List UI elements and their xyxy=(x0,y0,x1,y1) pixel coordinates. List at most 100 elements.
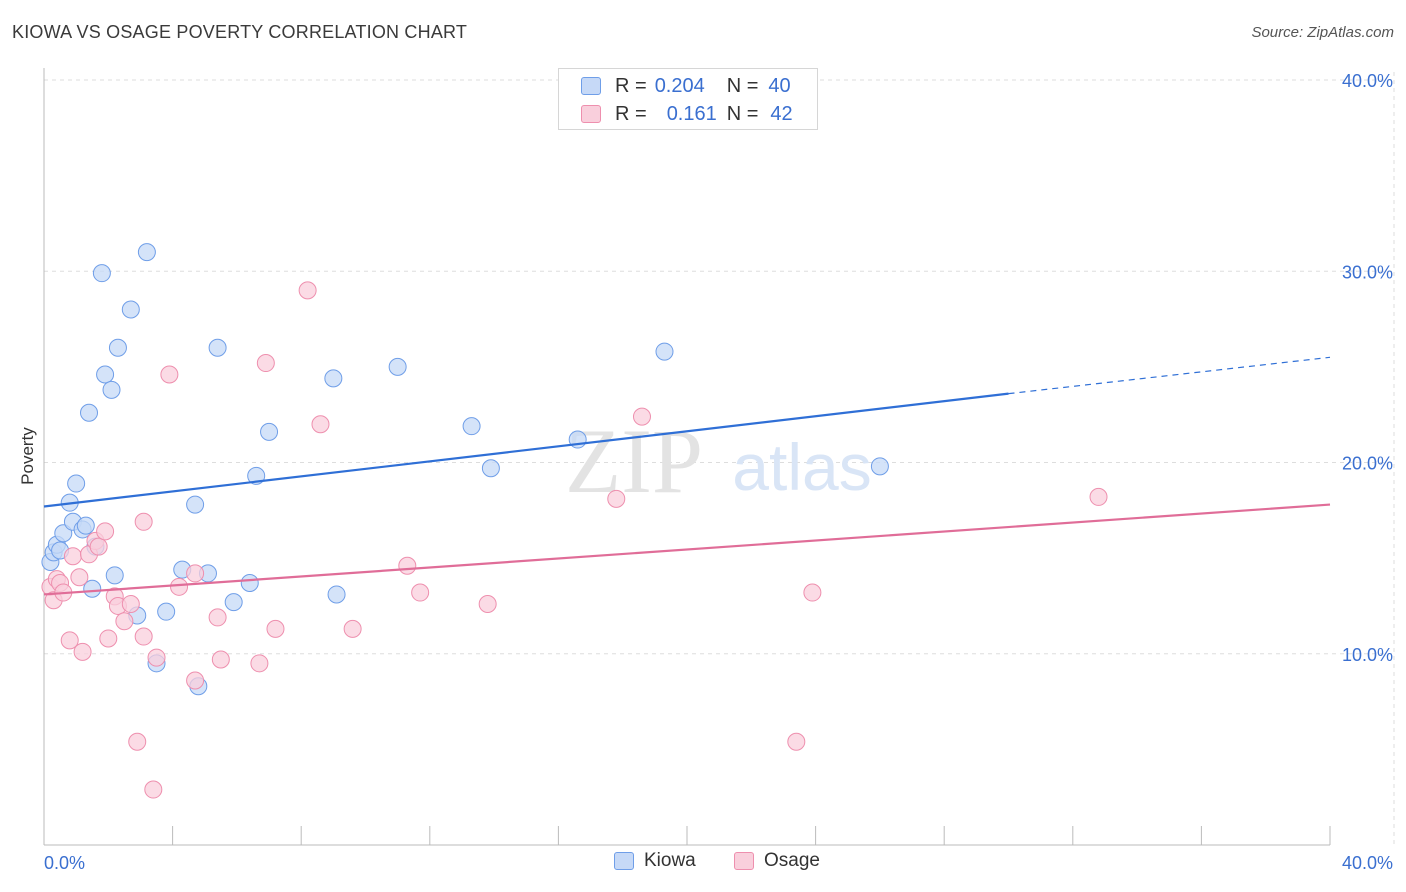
legend-item-kiowa: Kiowa xyxy=(614,850,696,872)
kiowa-r-value: 0.204 xyxy=(654,74,705,97)
osage-point xyxy=(250,654,269,673)
kiowa-point xyxy=(121,300,140,319)
legend-row-kiowa: R = 0.204 N = 40 xyxy=(581,73,791,99)
osage-point xyxy=(607,489,626,508)
watermark-zip: ZIP xyxy=(565,410,703,512)
kiowa-legend-swatch xyxy=(614,852,634,870)
osage-point xyxy=(186,564,205,583)
osage-r-label: R = xyxy=(615,102,647,125)
osage-r-value: 0.161 xyxy=(666,102,717,125)
kiowa-point xyxy=(83,579,102,598)
kiowa-point xyxy=(137,243,156,262)
osage-point xyxy=(134,512,153,531)
grid-layer xyxy=(44,72,1395,845)
osage-point xyxy=(1089,487,1108,506)
y-tick-label: 40.0% xyxy=(1342,71,1393,91)
tick-labels: 10.0% 20.0% 30.0% 40.0% 0.0% 40.0% xyxy=(44,71,1393,873)
kiowa-point xyxy=(462,417,481,436)
kiowa-swatch xyxy=(581,77,601,95)
kiowa-point xyxy=(260,422,279,441)
kiowa-trendline xyxy=(43,392,1009,508)
kiowa-point xyxy=(67,474,86,493)
kiowa-point xyxy=(388,357,407,376)
kiowa-point xyxy=(655,342,674,361)
osage-legend-label: Osage xyxy=(764,850,820,871)
osage-point xyxy=(115,612,134,631)
osage-point xyxy=(121,595,140,614)
kiowa-point xyxy=(186,495,205,514)
osage-point xyxy=(73,642,92,661)
osage-n-value: 42 xyxy=(770,102,793,125)
kiowa-point xyxy=(324,369,343,388)
osage-point xyxy=(266,619,285,638)
kiowa-point xyxy=(92,264,111,283)
kiowa-point xyxy=(208,338,227,357)
watermark-atlas: atlas xyxy=(732,430,871,504)
osage-point xyxy=(211,650,230,669)
x-tick-label: 40.0% xyxy=(1342,853,1393,873)
osage-point xyxy=(170,577,189,596)
osage-point xyxy=(134,627,153,646)
kiowa-point xyxy=(80,403,99,422)
osage-point xyxy=(99,629,118,648)
osage-swatch xyxy=(581,105,601,123)
osage-legend-swatch xyxy=(734,852,754,870)
chart-title: KIOWA VS OSAGE POVERTY CORRELATION CHART xyxy=(12,22,468,42)
osage-point xyxy=(478,595,497,614)
legend-row-osage: R = 0.161 N = 42 xyxy=(581,101,793,127)
correlation-legend: R = 0.204 N = 40 R = 0.161 N = 42 xyxy=(558,68,818,130)
osage-point xyxy=(89,537,108,556)
kiowa-point xyxy=(108,338,127,357)
osage-n-label: N = xyxy=(726,102,759,125)
osage-point xyxy=(70,568,89,587)
kiowa-n-label: N = xyxy=(726,74,759,97)
kiowa-point xyxy=(327,585,346,604)
y-axis-label: Poverty xyxy=(18,427,37,485)
osage-point xyxy=(411,583,430,602)
points-layer xyxy=(41,243,1108,799)
source-label: Source: ZipAtlas.com xyxy=(1251,24,1394,41)
kiowa-legend-label: Kiowa xyxy=(644,850,696,871)
trend-layer xyxy=(43,356,1331,596)
osage-point xyxy=(632,407,651,426)
y-tick-label: 20.0% xyxy=(1342,454,1393,474)
kiowa-point xyxy=(870,457,889,476)
y-tick-label: 30.0% xyxy=(1342,262,1393,282)
osage-point xyxy=(256,354,275,373)
kiowa-point xyxy=(224,593,243,612)
kiowa-point xyxy=(240,573,259,592)
osage-point xyxy=(186,671,205,690)
osage-point xyxy=(128,732,147,751)
osage-point xyxy=(343,619,362,638)
osage-trendline xyxy=(43,503,1331,596)
osage-point xyxy=(96,522,115,541)
kiowa-point xyxy=(102,380,121,399)
osage-point xyxy=(63,547,82,566)
x-tick-label: 0.0% xyxy=(44,853,85,873)
kiowa-n-value: 40 xyxy=(768,74,791,97)
osage-point xyxy=(60,631,79,650)
osage-point xyxy=(160,365,179,384)
kiowa-point xyxy=(157,602,176,621)
kiowa-point xyxy=(96,365,115,384)
series-legend: Kiowa Osage xyxy=(0,850,1406,878)
watermark: ZIP atlas xyxy=(565,410,872,512)
osage-point xyxy=(311,415,330,434)
osage-point xyxy=(144,780,163,799)
osage-point xyxy=(298,281,317,300)
legend-item-osage: Osage xyxy=(734,850,820,872)
kiowa-r-label: R = xyxy=(615,74,647,97)
kiowa-point xyxy=(54,524,73,543)
osage-point xyxy=(803,583,822,602)
kiowa-trendline-extension xyxy=(1008,356,1331,395)
osage-point xyxy=(398,556,417,575)
osage-point xyxy=(147,648,166,667)
osage-point xyxy=(208,608,227,627)
axes-layer xyxy=(43,68,1331,846)
kiowa-point xyxy=(76,516,95,535)
kiowa-point xyxy=(481,459,500,478)
kiowa-point xyxy=(105,566,124,585)
y-tick-label: 10.0% xyxy=(1342,645,1393,665)
osage-point xyxy=(787,732,806,751)
